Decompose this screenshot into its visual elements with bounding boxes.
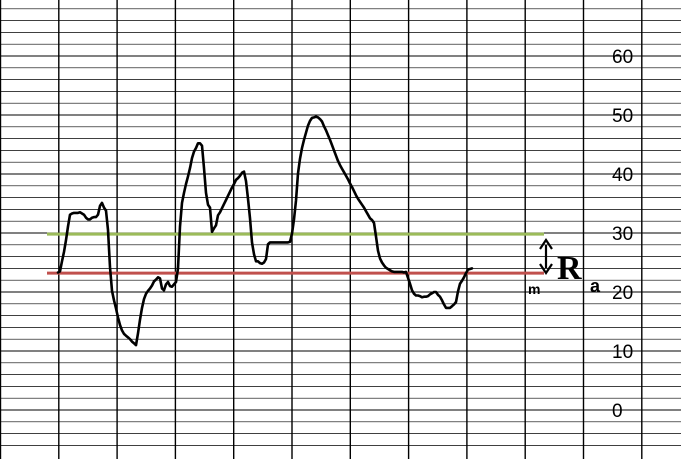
y-tick-label: 40 bbox=[612, 165, 633, 186]
ra-label: R bbox=[557, 250, 582, 287]
y-tick-label: 0 bbox=[612, 401, 623, 422]
ra-arrow-head-up bbox=[539, 238, 553, 250]
vertical-gridlines bbox=[0, 0, 643, 459]
y-tick-label: 20 bbox=[612, 283, 633, 304]
ra-label-subscript: a bbox=[590, 276, 601, 296]
y-tick-label: 60 bbox=[612, 47, 633, 68]
surface-profile-line bbox=[56, 115, 474, 347]
ra-arrow-head-down bbox=[539, 263, 553, 275]
y-tick-label: 50 bbox=[612, 106, 633, 127]
y-axis-tick-labels: 60 50 40 30 20 10 0 bbox=[612, 47, 633, 422]
horizontal-gridlines bbox=[0, 8, 681, 446]
y-tick-label: 30 bbox=[612, 224, 633, 245]
mean-line-label: m bbox=[528, 281, 540, 297]
ra-double-arrow bbox=[539, 238, 553, 275]
y-tick-label: 10 bbox=[612, 342, 633, 363]
